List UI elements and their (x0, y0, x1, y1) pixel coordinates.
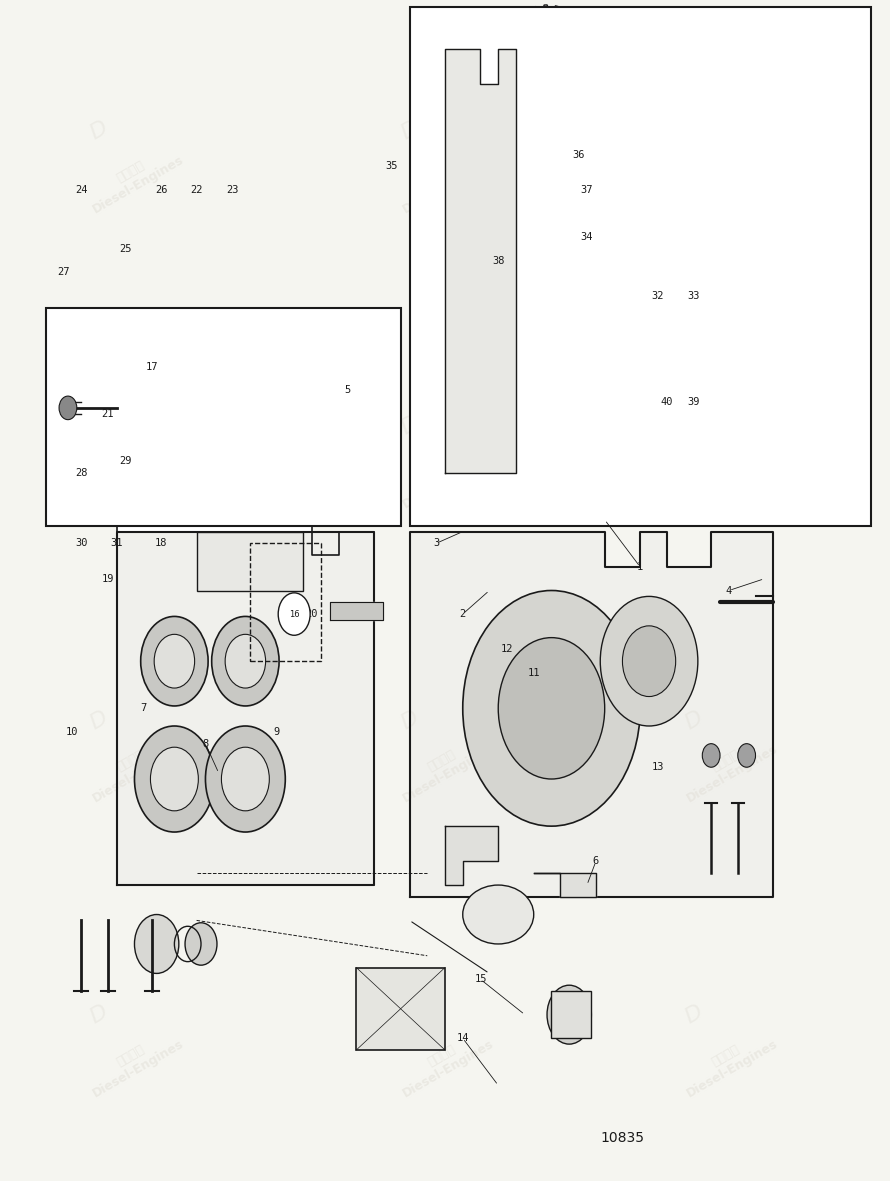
Text: 11: 11 (528, 668, 540, 678)
Bar (250, 543, 320, 661)
Circle shape (59, 396, 77, 419)
Polygon shape (409, 531, 773, 896)
Text: 25: 25 (119, 243, 132, 254)
Text: 柴发动力
Diesel-Engines: 柴发动力 Diesel-Engines (83, 1024, 186, 1100)
Text: 28: 28 (75, 468, 87, 477)
Text: 23: 23 (226, 185, 239, 195)
Ellipse shape (463, 885, 534, 944)
Text: D: D (681, 118, 706, 144)
Text: 13: 13 (651, 762, 664, 772)
Text: 9: 9 (273, 726, 279, 737)
Polygon shape (445, 827, 498, 885)
Text: D: D (397, 118, 422, 144)
Text: 39: 39 (687, 397, 700, 407)
Bar (409, 7, 871, 526)
Text: 10: 10 (66, 726, 78, 737)
Polygon shape (117, 520, 374, 885)
Polygon shape (329, 602, 383, 620)
Text: 17: 17 (146, 361, 158, 372)
Circle shape (463, 590, 640, 827)
Text: 10835: 10835 (601, 1131, 644, 1146)
Circle shape (134, 914, 179, 973)
Text: 37: 37 (580, 185, 594, 195)
Text: 14: 14 (457, 1033, 469, 1043)
Text: D: D (397, 1001, 422, 1027)
Circle shape (547, 985, 591, 1044)
Text: 26: 26 (155, 185, 167, 195)
Text: D: D (397, 412, 422, 438)
Circle shape (279, 593, 310, 635)
Text: 柴发动力
Diesel-Engines: 柴发动力 Diesel-Engines (393, 1024, 497, 1100)
Text: 6: 6 (593, 856, 599, 867)
Text: 柴发动力
Diesel-Engines: 柴发动力 Diesel-Engines (83, 141, 186, 216)
Text: 柴发动力
Diesel-Engines: 柴发动力 Diesel-Engines (677, 730, 781, 805)
Text: 1: 1 (637, 562, 643, 572)
Circle shape (150, 748, 198, 811)
Circle shape (702, 744, 720, 768)
Text: 22: 22 (190, 185, 203, 195)
Text: 19: 19 (101, 574, 114, 583)
Polygon shape (534, 873, 595, 896)
Text: D: D (681, 412, 706, 438)
Text: 柴发动力
Diesel-Engines: 柴发动力 Diesel-Engines (393, 435, 497, 510)
Bar (45, 308, 400, 526)
Text: 18: 18 (155, 539, 167, 548)
Text: 16: 16 (288, 609, 301, 619)
Circle shape (206, 726, 286, 833)
Circle shape (738, 744, 756, 768)
Text: D: D (86, 1001, 111, 1027)
Text: 32: 32 (651, 291, 664, 301)
Bar (552, 991, 591, 1038)
Text: 33: 33 (687, 291, 700, 301)
Bar (356, 967, 445, 1050)
Text: 柴发动力
Diesel-Engines: 柴发动力 Diesel-Engines (677, 141, 781, 216)
Text: 柴发动力
Diesel-Engines: 柴发动力 Diesel-Engines (393, 141, 497, 216)
Text: 15: 15 (474, 974, 487, 984)
Text: 2: 2 (459, 609, 465, 619)
Circle shape (134, 726, 214, 833)
Circle shape (212, 616, 279, 706)
Text: 40: 40 (660, 397, 673, 407)
Text: 21: 21 (101, 409, 114, 419)
Text: 38: 38 (492, 255, 505, 266)
Text: 12: 12 (501, 645, 514, 654)
Text: D: D (86, 412, 111, 438)
Text: 柴发动力
Diesel-Engines: 柴发动力 Diesel-Engines (83, 730, 186, 805)
Circle shape (600, 596, 698, 726)
Text: 29: 29 (119, 456, 132, 465)
Text: 35: 35 (385, 162, 398, 171)
Text: D: D (86, 118, 111, 144)
Circle shape (622, 626, 676, 697)
Circle shape (225, 634, 265, 689)
Text: 20: 20 (305, 609, 318, 619)
Text: D: D (681, 707, 706, 733)
Text: 7: 7 (141, 704, 147, 713)
Text: 31: 31 (110, 539, 123, 548)
Text: 16: 16 (289, 609, 299, 619)
Text: 27: 27 (57, 267, 69, 278)
Text: 36: 36 (572, 150, 585, 159)
Text: D: D (681, 1001, 706, 1027)
Text: 柴发动力
Diesel-Engines: 柴发动力 Diesel-Engines (393, 730, 497, 805)
Bar (197, 531, 303, 590)
Circle shape (222, 748, 270, 811)
Text: 34: 34 (580, 231, 594, 242)
Circle shape (498, 638, 604, 779)
Text: 4: 4 (725, 586, 732, 595)
Text: D: D (86, 707, 111, 733)
Text: 5: 5 (344, 385, 351, 396)
Text: 8: 8 (202, 738, 208, 749)
Polygon shape (117, 531, 374, 885)
Text: 30: 30 (75, 539, 87, 548)
Circle shape (154, 634, 195, 689)
Text: 柴发动力
Diesel-Engines: 柴发动力 Diesel-Engines (677, 435, 781, 510)
Circle shape (185, 922, 217, 965)
Text: D: D (397, 707, 422, 733)
Text: 柴发动力
Diesel-Engines: 柴发动力 Diesel-Engines (83, 435, 186, 510)
Text: 24: 24 (75, 185, 87, 195)
Polygon shape (445, 48, 516, 472)
Text: 3: 3 (433, 539, 440, 548)
Text: 柴发动力
Diesel-Engines: 柴发动力 Diesel-Engines (677, 1024, 781, 1100)
Circle shape (141, 616, 208, 706)
